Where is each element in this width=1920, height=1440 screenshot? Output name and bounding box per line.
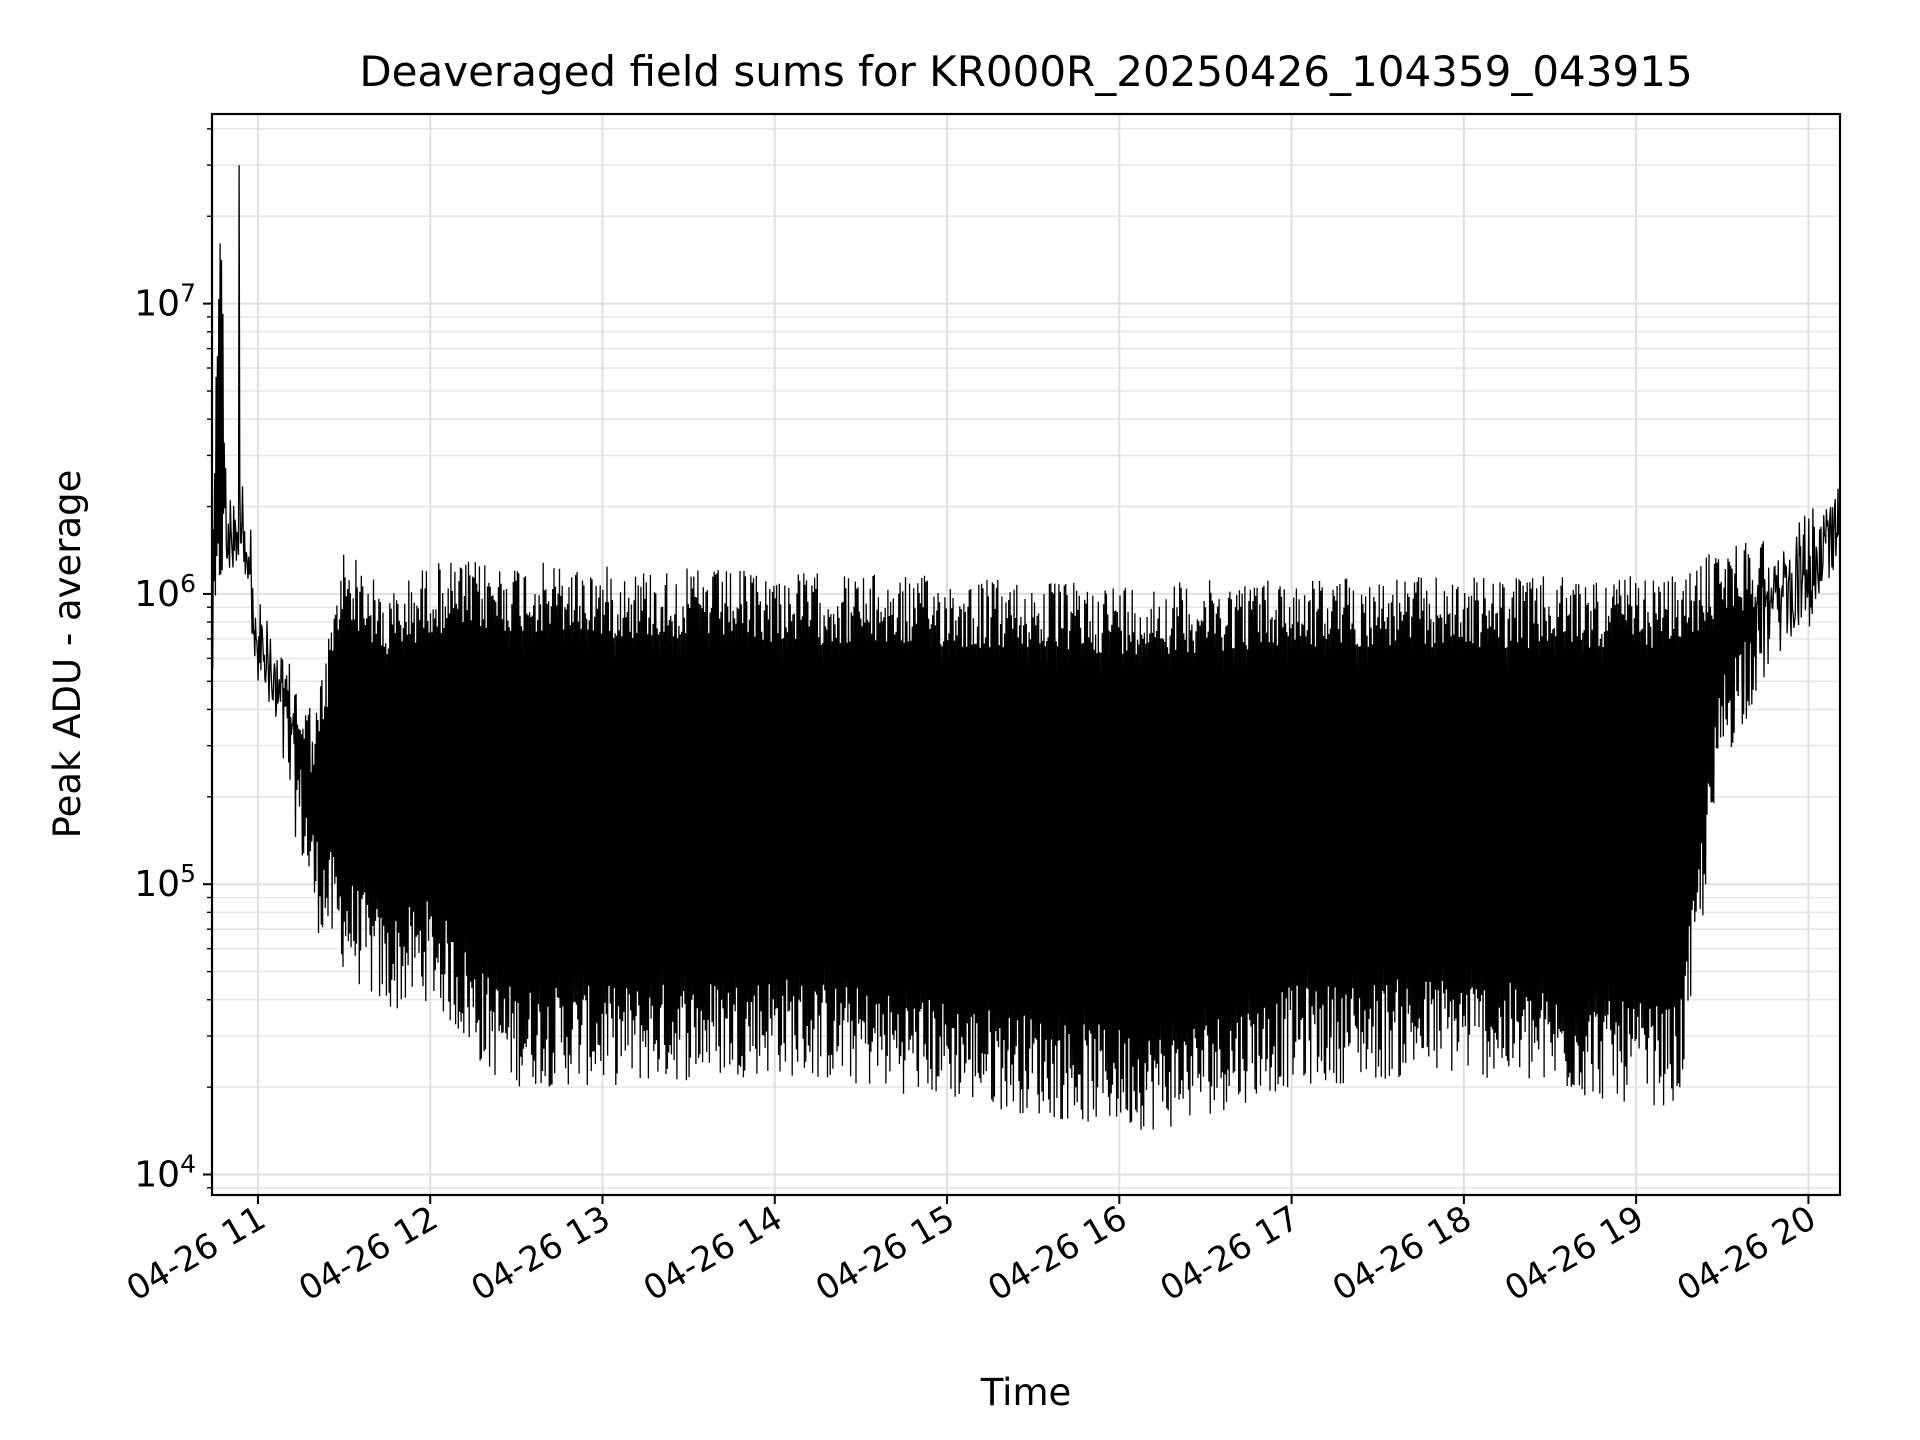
chart-title: Deaveraged field sums for KR000R_2025042… [359, 47, 1692, 96]
y-tick-exponent: 4 [180, 1150, 196, 1179]
y-tick-exponent: 5 [180, 859, 196, 888]
y-tick-exponent: 6 [180, 569, 196, 598]
plot-frame [210, 112, 1842, 1197]
x-axis-label: Time [980, 1371, 1072, 1414]
data-line [211, 165, 1841, 1130]
y-axis-label: Peak ADU - average [46, 470, 89, 839]
data-series [211, 165, 1841, 1130]
y-tick-exponent: 7 [180, 279, 196, 308]
